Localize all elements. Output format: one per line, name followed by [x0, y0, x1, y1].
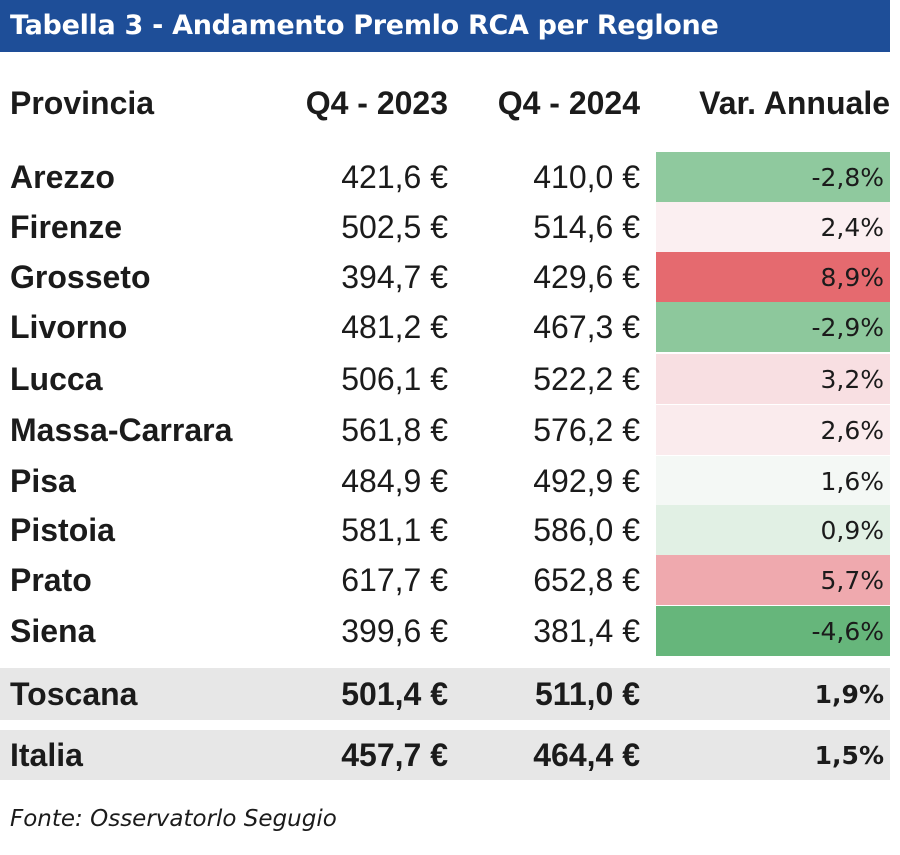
cell-q4-2023: 484,9 € [341, 462, 448, 499]
cell-provincia: Lucca [10, 360, 103, 397]
cell-q4-2024: 464,4 € [533, 736, 640, 773]
cell-q4-2023: 501,4 € [341, 675, 448, 712]
cell-q4-2023: 481,2 € [341, 308, 448, 345]
table-row: Siena 399,6 € 381,4 € -4,6% [0, 606, 890, 656]
cell-q4-2024: 410,0 € [533, 158, 640, 195]
cell-provincia: Livorno [10, 308, 128, 345]
cell-q4-2023: 561,8 € [341, 411, 448, 448]
cell-q4-2023: 394,7 € [341, 258, 448, 295]
table-row: Firenze 502,5 € 514,6 € 2,4% [0, 202, 890, 252]
cell-q4-2024: 522,2 € [533, 360, 640, 397]
table-row: Pisa 484,9 € 492,9 € 1,6% [0, 456, 890, 506]
cell-provincia: Pistoia [10, 511, 115, 548]
cell-q4-2024: 381,4 € [533, 612, 640, 649]
table-row: Grosseto 394,7 € 429,6 € 8,9% [0, 252, 890, 302]
cell-q4-2023: 399,6 € [341, 612, 448, 649]
header-q4-2024: Q4 - 2024 [497, 84, 640, 121]
cell-var-annuale: -4,6% [656, 606, 890, 656]
cell-q4-2024: 586,0 € [533, 511, 640, 548]
source-note: Fonte: Osservatorlo Segugio [10, 806, 337, 832]
cell-var-annuale: -2,9% [656, 302, 890, 352]
cell-q4-2023: 457,7 € [341, 736, 448, 773]
cell-var-annuale: 1,6% [656, 456, 890, 506]
table-row: Arezzo 421,6 € 410,0 € -2,8% [0, 152, 890, 202]
cell-var-annuale: 1,5% [814, 740, 884, 770]
cell-q4-2024: 492,9 € [533, 462, 640, 499]
cell-var-annuale: -2,8% [656, 152, 890, 202]
cell-provincia: Siena [10, 612, 96, 649]
cell-provincia: Italia [10, 736, 83, 773]
cell-var-annuale: 8,9% [656, 252, 890, 302]
table-title: Tabella 3 - Andamento Premlo RCA per Reg… [0, 0, 890, 52]
cell-q4-2024: 652,8 € [533, 561, 640, 598]
cell-q4-2024: 511,0 € [535, 675, 640, 712]
cell-q4-2024: 429,6 € [533, 258, 640, 295]
total-row-toscana: Toscana 501,4 € 511,0 € 1,9% [0, 668, 890, 720]
cell-var-annuale: 2,4% [656, 202, 890, 252]
table-row: Lucca 506,1 € 522,2 € 3,2% [0, 354, 890, 404]
cell-provincia: Prato [10, 561, 92, 598]
cell-q4-2023: 581,1 € [341, 511, 448, 548]
cell-var-annuale: 3,2% [656, 354, 890, 404]
cell-var-annuale: 2,6% [656, 405, 890, 455]
header-provincia: Provincia [10, 84, 155, 121]
cell-q4-2024: 514,6 € [533, 208, 640, 245]
cell-q4-2024: 576,2 € [533, 411, 640, 448]
table-row: Massa-Carrara 561,8 € 576,2 € 2,6% [0, 405, 890, 455]
total-row-italia: Italia 457,7 € 464,4 € 1,5% [0, 730, 890, 780]
header-var-annuale: Var. Annuale [699, 84, 890, 121]
cell-q4-2023: 617,7 € [341, 561, 448, 598]
cell-provincia: Pisa [10, 462, 76, 499]
cell-provincia: Toscana [10, 675, 138, 712]
cell-provincia: Arezzo [10, 158, 115, 195]
cell-provincia: Grosseto [10, 258, 151, 295]
cell-var-annuale: 0,9% [656, 505, 890, 555]
cell-var-annuale: 1,9% [814, 679, 884, 709]
cell-q4-2023: 421,6 € [341, 158, 448, 195]
cell-q4-2023: 502,5 € [341, 208, 448, 245]
header-q4-2023: Q4 - 2023 [305, 84, 448, 121]
cell-provincia: Massa-Carrara [10, 411, 233, 448]
table-row: Pistoia 581,1 € 586,0 € 0,9% [0, 505, 890, 555]
table-header-row: Provincia Q4 - 2023 Q4 - 2024 Var. Annua… [0, 78, 890, 128]
cell-q4-2024: 467,3 € [533, 308, 640, 345]
table-row: Livorno 481,2 € 467,3 € -2,9% [0, 302, 890, 352]
cell-provincia: Firenze [10, 208, 123, 245]
cell-q4-2023: 506,1 € [341, 360, 448, 397]
cell-var-annuale: 5,7% [656, 555, 890, 605]
table-row: Prato 617,7 € 652,8 € 5,7% [0, 555, 890, 605]
